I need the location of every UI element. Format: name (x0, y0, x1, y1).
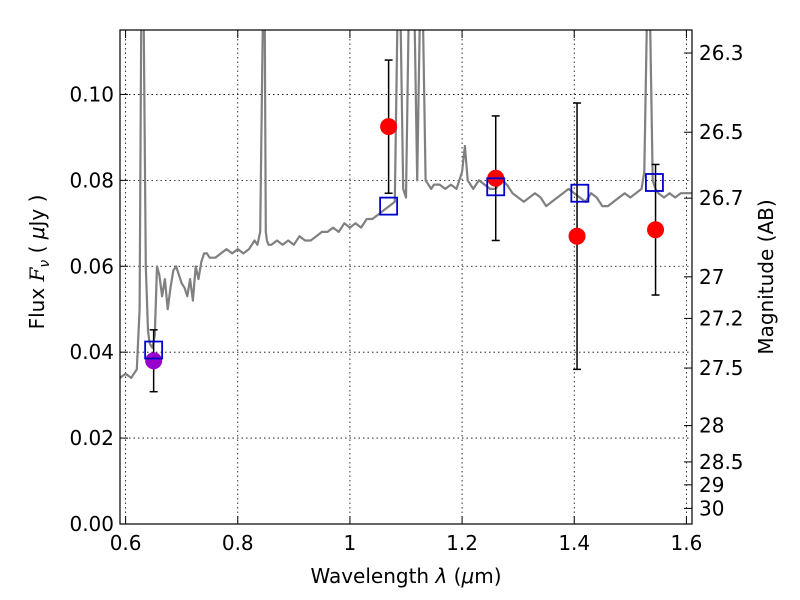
data-point (380, 118, 398, 136)
data-point (145, 352, 163, 370)
ticks: 0.6 0.8 1 1.2 1.4 1.6 0.00 0.02 0.04 0.06 0.08 0.10… (69, 30, 744, 555)
y2-axis-label: Magnitude (AB) (754, 199, 778, 354)
y2-tick-label: 28 (699, 414, 724, 438)
y-tick-label: 0.08 (69, 168, 114, 192)
y2-tick-label: 27 (699, 265, 724, 289)
x-axis-label: Wavelength λ (μm) (310, 564, 501, 588)
plot-area (120, 30, 692, 393)
y-tick-label: 0.04 (69, 340, 114, 364)
x-tick-label: 1.2 (446, 531, 478, 555)
y2-tick-label: 26.3 (699, 41, 744, 65)
y2-tick-label: 30 (699, 496, 724, 520)
model-point (144, 340, 164, 360)
y-tick-label: 0.06 (69, 254, 114, 278)
data-point (647, 221, 665, 239)
x-tick-label: 1.4 (558, 531, 590, 555)
data-point (568, 227, 586, 245)
x-tick-label: 1 (344, 531, 357, 555)
y2-tick-label: 29 (699, 473, 724, 497)
y2-tick-label: 28.5 (699, 450, 744, 474)
x-tick-label: 0.8 (222, 531, 254, 555)
x-tick-label: 0.6 (110, 531, 142, 555)
x-tick-label: 1.6 (670, 531, 702, 555)
spectrum-line (120, 30, 692, 379)
model-point (379, 196, 399, 216)
model-point (486, 177, 506, 197)
y-tick-label: 0.00 (69, 512, 114, 536)
y2-tick-label: 27.2 (699, 306, 744, 330)
y2-tick-label: 27.5 (699, 356, 744, 380)
model-point (645, 173, 664, 192)
model-point (570, 183, 590, 203)
y2-tick-label: 26.7 (699, 186, 744, 210)
y-tick-label: 0.02 (69, 426, 114, 450)
y-axis-label: Flux Fν ( μJy ) (25, 195, 53, 330)
y-tick-label: 0.10 (69, 82, 114, 106)
y2-tick-label: 26.5 (699, 120, 744, 144)
